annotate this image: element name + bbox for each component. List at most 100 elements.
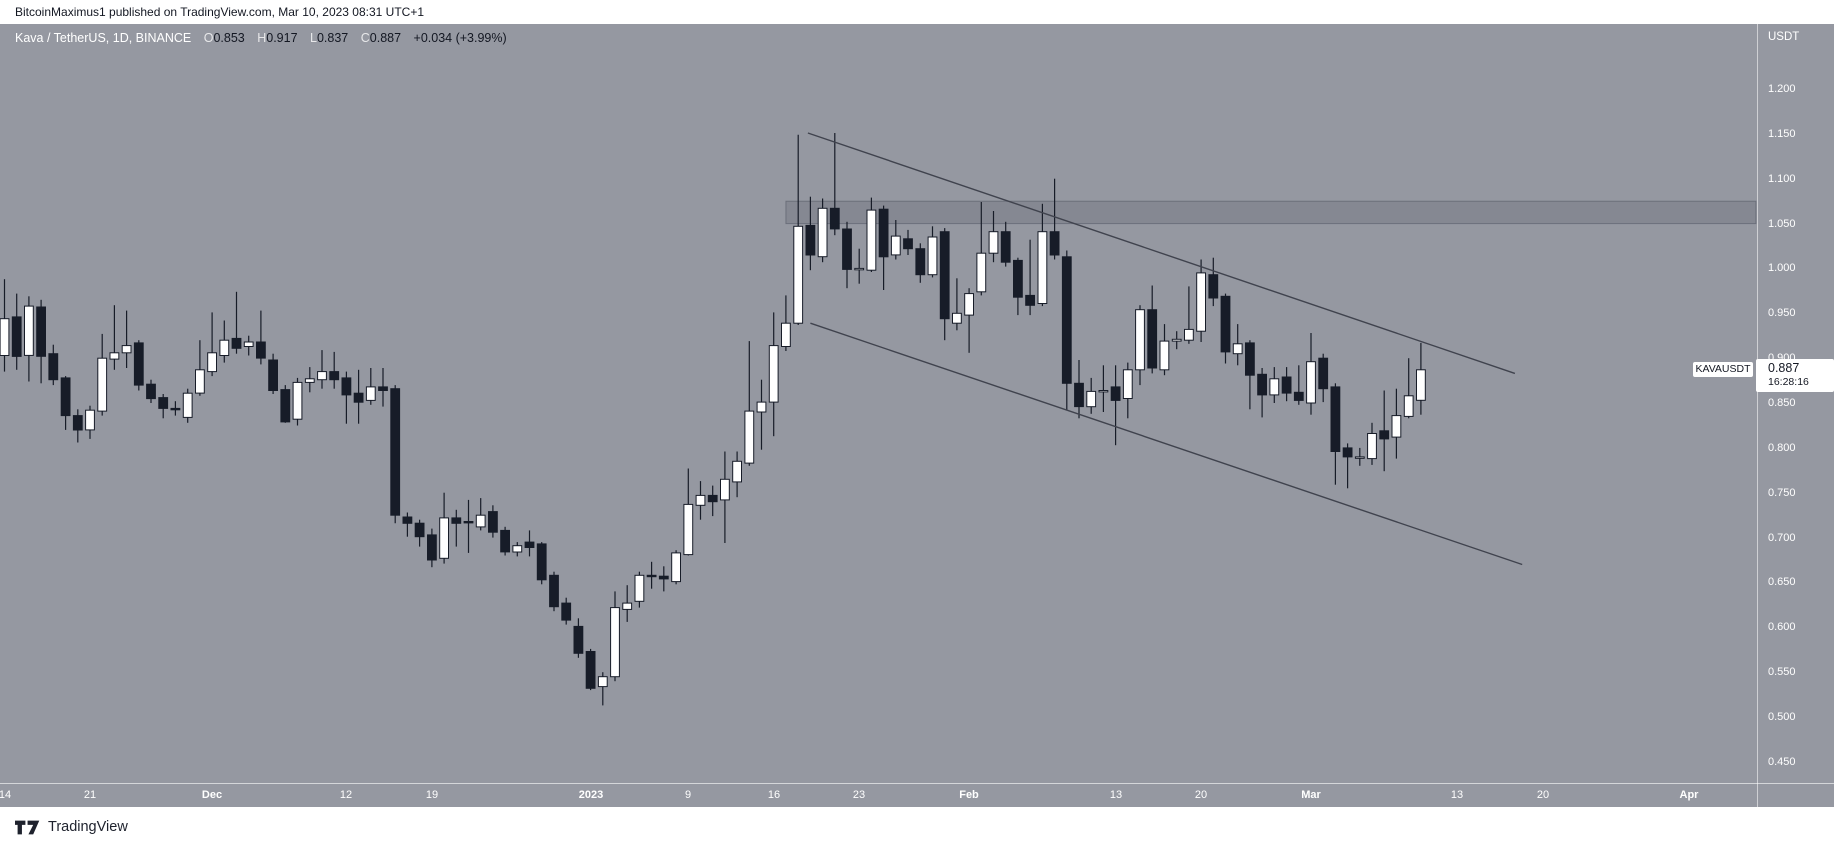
candle <box>121 345 132 354</box>
candle <box>341 377 352 396</box>
candle <box>378 386 388 391</box>
candle <box>1306 361 1316 404</box>
time-scale[interactable]: 14 21 Dec 12 19 2023 9 16 23 Feb 13 20 Mar 13 20 Apr <box>0 783 1834 807</box>
candle <box>1354 456 1365 459</box>
time-tick-label: 19 <box>425 789 439 801</box>
candle <box>60 377 71 417</box>
time-tick-label: 20 <box>1194 789 1208 801</box>
candle <box>365 386 376 401</box>
price-tick-label: 0.450 <box>1768 756 1796 768</box>
candle <box>133 342 144 386</box>
candle <box>1416 369 1426 401</box>
candle <box>976 252 987 293</box>
candle <box>549 574 559 608</box>
candle <box>488 511 498 533</box>
price-tick-label: 0.600 <box>1768 621 1796 633</box>
time-tick-label: 2023 <box>578 789 604 801</box>
candle <box>915 248 926 276</box>
time-scale-separator <box>0 783 1834 784</box>
candle <box>48 353 59 381</box>
price-tick-label: 0.700 <box>1768 532 1796 544</box>
time-tick-label: 13 <box>1450 789 1464 801</box>
candle <box>756 401 767 413</box>
candle <box>1403 395 1414 417</box>
time-tick-label: Mar <box>1301 789 1321 801</box>
candle <box>109 352 120 360</box>
candle <box>24 305 34 356</box>
price-tick-label: 0.950 <box>1768 307 1796 319</box>
time-tick-label: Feb <box>959 789 979 801</box>
candle <box>585 651 596 689</box>
candle <box>158 397 169 409</box>
symbol-legend[interactable]: Kava / TetherUS, 1D, BINANCE O0.853 H0.9… <box>15 31 507 46</box>
candle <box>988 231 999 254</box>
legend-symbol: Kava / TetherUS, 1D, BINANCE <box>15 31 192 45</box>
candle <box>439 517 450 559</box>
candle <box>72 415 83 431</box>
candle <box>890 235 901 256</box>
price-tick-label: 0.850 <box>1768 397 1796 409</box>
candle <box>671 552 682 583</box>
candle <box>1269 378 1280 396</box>
bar-countdown: 16:28:16 <box>1768 376 1809 388</box>
candle <box>146 383 156 400</box>
time-tick-label: Dec <box>201 789 223 801</box>
candle <box>817 207 828 258</box>
candle <box>658 575 669 580</box>
candle <box>1196 272 1206 332</box>
candle <box>1159 340 1170 371</box>
candle <box>0 318 10 357</box>
time-tick-label: 9 <box>684 789 692 801</box>
candle <box>732 460 743 483</box>
candle <box>524 541 535 548</box>
candles-series <box>0 133 1426 706</box>
tradingview-icon <box>15 820 40 834</box>
candle <box>707 494 718 503</box>
candle <box>536 543 547 581</box>
candle <box>1135 309 1145 371</box>
time-tick-label: 20 <box>1536 789 1550 801</box>
resistance-zone[interactable] <box>785 200 1757 225</box>
candle <box>1318 357 1329 390</box>
candle <box>1110 386 1121 401</box>
candle <box>793 225 804 324</box>
tradingview-logo-link[interactable]: TradingView <box>15 818 128 836</box>
candle <box>1379 430 1390 440</box>
candle <box>1074 382 1084 408</box>
time-tick-label: 14 <box>0 789 12 801</box>
candle <box>207 352 217 373</box>
legend-open-label: O <box>203 31 214 45</box>
channel-upper-trendline[interactable] <box>807 132 1516 375</box>
legend-close-value: 0.887 <box>369 31 402 45</box>
candle <box>11 316 22 357</box>
candle <box>1257 373 1267 396</box>
candle <box>768 345 779 403</box>
candle <box>414 522 425 538</box>
candle <box>85 409 95 431</box>
candle <box>390 388 401 516</box>
symbol-price-tag: KAVAUSDT <box>1693 362 1753 377</box>
candle <box>952 312 962 324</box>
candle <box>292 381 303 420</box>
candle <box>927 236 938 276</box>
candle <box>1245 342 1255 376</box>
tradingview-wordmark: TradingView <box>48 819 128 835</box>
candle <box>597 676 608 688</box>
price-scale-separator <box>1757 24 1758 807</box>
candle <box>280 389 291 423</box>
candle <box>866 209 877 271</box>
channel-lower-trendline[interactable] <box>810 322 1523 566</box>
time-tick-label: 13 <box>1109 789 1123 801</box>
candle <box>1220 295 1231 353</box>
footer: TradingView <box>0 807 1834 845</box>
price-tick-label: 1.100 <box>1768 173 1796 185</box>
candle <box>475 514 486 528</box>
candle <box>231 337 242 349</box>
time-tick-label: Apr <box>1679 789 1699 801</box>
price-tick-label: 0.550 <box>1768 666 1796 678</box>
candle <box>829 207 840 230</box>
candle <box>622 602 633 610</box>
time-tick-label: 12 <box>339 789 353 801</box>
candle <box>939 231 950 320</box>
